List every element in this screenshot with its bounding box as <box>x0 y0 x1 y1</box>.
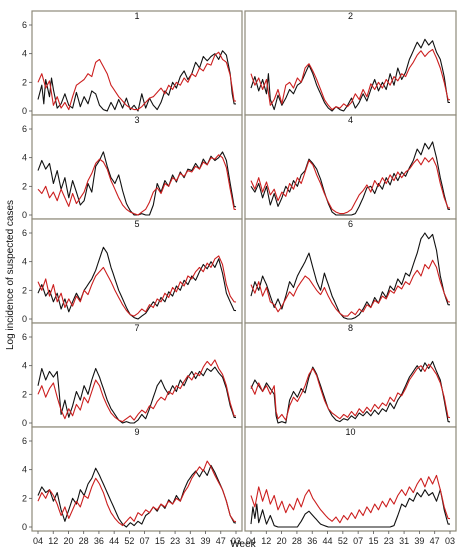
fitted-line <box>250 157 451 215</box>
panel-title: 5 <box>134 219 139 229</box>
panel-frame <box>31 322 243 428</box>
y-tick-label: 0 <box>22 210 27 220</box>
x-tick-label: 23 <box>170 536 180 546</box>
x-tick-label: 04 <box>33 536 43 546</box>
panel-1: 1 0 2 4 6 <box>22 10 243 116</box>
observed-line <box>250 38 451 112</box>
y-tick-label: 2 <box>22 285 27 295</box>
y-tick-label: 6 <box>22 228 27 238</box>
observed-line <box>250 141 451 216</box>
observed-line <box>37 366 237 424</box>
x-axis-label: Week <box>230 539 256 550</box>
panel-title: 3 <box>134 115 139 125</box>
y-tick-label: 0 <box>22 314 27 324</box>
panel-9: 9 0 2 4 6 <box>22 426 243 532</box>
x-tick-label: 28 <box>292 536 302 546</box>
panel-title: 4 <box>348 115 353 125</box>
panel-3: 3 0 2 4 6 <box>22 114 243 220</box>
x-tick-label: 47 <box>430 536 440 546</box>
panel-frame <box>31 10 243 116</box>
y-tick-label: 4 <box>22 257 27 267</box>
y-tick-label: 2 <box>22 77 27 87</box>
x-tick-label: 47 <box>216 536 226 546</box>
x-tick-label: 31 <box>399 536 409 546</box>
panel-frame <box>244 322 457 428</box>
x-tick-label: 15 <box>155 536 165 546</box>
panel-6: 6 <box>244 218 457 324</box>
x-tick-label: 28 <box>79 536 89 546</box>
x-tick-label: 44 <box>109 536 119 546</box>
y-tick-label: 4 <box>22 49 27 59</box>
y-tick-label: 4 <box>22 153 27 163</box>
x-tick-label: 03 <box>445 536 455 546</box>
x-tick-label: 36 <box>94 536 104 546</box>
fitted-line <box>37 359 237 423</box>
y-tick-label: 6 <box>22 20 27 30</box>
panel-title: 10 <box>345 427 355 437</box>
x-axis: 04 12 20 28 36 44 52 07 15 23 31 39 47 03 04 12 20 28 36 44… <box>33 531 455 546</box>
x-tick-label: 03 <box>231 536 241 546</box>
x-tick-label: 52 <box>338 536 348 546</box>
y-tick-label: 2 <box>22 389 27 399</box>
x-tick-label: 31 <box>185 536 195 546</box>
panel-title: 7 <box>134 323 139 333</box>
x-tick-label: 20 <box>277 536 287 546</box>
y-tick-label: 4 <box>22 465 27 475</box>
fitted-line <box>37 154 237 216</box>
x-tick-label: 04 <box>246 536 256 546</box>
panel-10: 10 <box>244 426 457 532</box>
x-tick-label: 36 <box>307 536 317 546</box>
x-tick-label: 39 <box>201 536 211 546</box>
fitted-line <box>37 460 237 527</box>
panel-2: 2 <box>244 10 457 116</box>
panel-frame <box>31 114 243 220</box>
fitted-line <box>250 363 451 421</box>
x-tick-label: 07 <box>353 536 363 546</box>
x-tick-label: 23 <box>384 536 394 546</box>
x-tick-label: 20 <box>63 536 73 546</box>
y-tick-label: 6 <box>22 436 27 446</box>
observed-line <box>250 489 450 528</box>
x-tick-label: 12 <box>48 536 58 546</box>
y-tick-label: 0 <box>22 522 27 532</box>
x-tick-label: 44 <box>323 536 333 546</box>
y-axis-label: Log incidence of suspected cases <box>5 200 16 350</box>
x-tick-label: 39 <box>414 536 424 546</box>
fitted-line <box>37 51 237 111</box>
y-tick-label: 4 <box>22 361 27 371</box>
panel-8: 8 <box>244 322 457 428</box>
y-tick-label: 2 <box>22 181 27 191</box>
fitted-line <box>250 474 451 524</box>
panel-title: 8 <box>348 323 353 333</box>
panel-title: 6 <box>348 219 353 229</box>
y-tick-label: 0 <box>22 418 27 428</box>
x-tick-label: 12 <box>261 536 271 546</box>
y-tick-label: 6 <box>22 332 27 342</box>
x-tick-label: 07 <box>140 536 150 546</box>
fitted-line <box>250 259 451 317</box>
y-tick-label: 0 <box>22 106 27 116</box>
observed-line <box>250 360 451 424</box>
fitted-line <box>250 48 451 111</box>
panel-frame <box>31 218 243 324</box>
panel-title: 1 <box>134 11 139 21</box>
x-tick-label: 52 <box>124 536 134 546</box>
panel-5: 5 0 2 4 6 <box>22 218 243 324</box>
y-tick-label: 6 <box>22 124 27 134</box>
panel-7: 7 0 2 4 6 <box>22 322 243 428</box>
fitted-line <box>37 255 237 317</box>
panel-title: 2 <box>348 11 353 21</box>
panel-title: 9 <box>134 427 139 437</box>
panel-4: 4 <box>244 114 457 220</box>
observed-line <box>37 246 237 320</box>
y-tick-label: 2 <box>22 493 27 503</box>
x-tick-label: 15 <box>368 536 378 546</box>
